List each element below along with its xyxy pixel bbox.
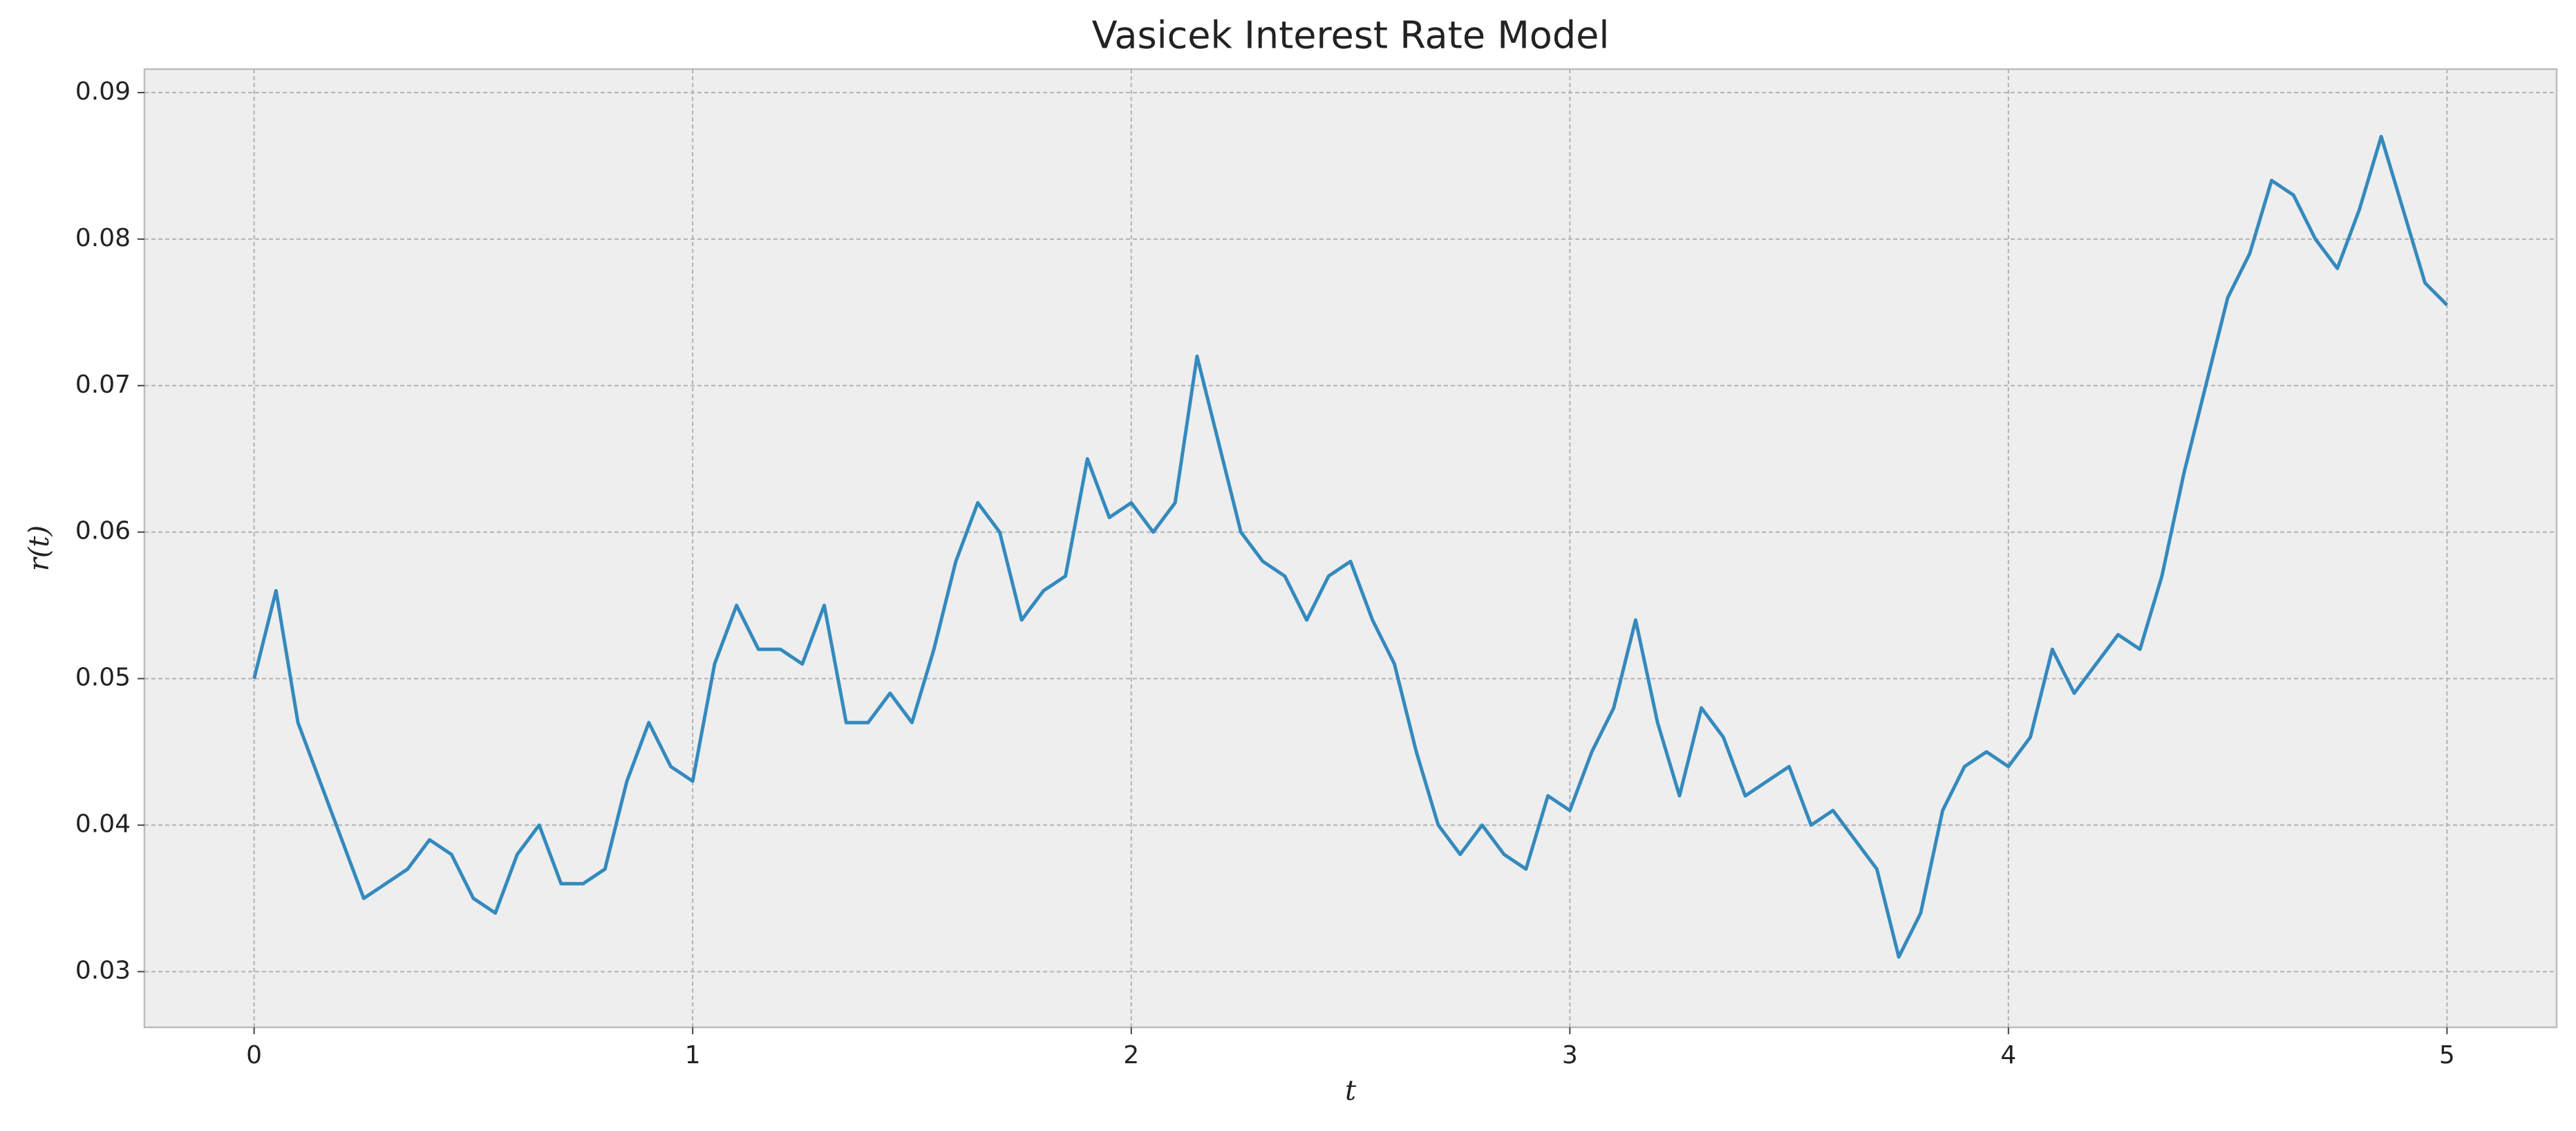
y-tick-label: 0.05 bbox=[75, 664, 131, 692]
line-series bbox=[252, 134, 2449, 959]
y-tick-label: 0.07 bbox=[75, 371, 131, 399]
chart-title: Vasicek Interest Rate Model bbox=[1092, 14, 1610, 57]
x-tick-label: 5 bbox=[2439, 1041, 2455, 1069]
y-tick-label: 0.03 bbox=[75, 956, 131, 984]
plot-area bbox=[143, 68, 2558, 1029]
x-tick-label: 0 bbox=[246, 1041, 262, 1069]
x-tick-label: 2 bbox=[1123, 1041, 1139, 1069]
x-axis-label: t bbox=[1345, 1075, 1357, 1107]
y-tick-label: 0.08 bbox=[75, 224, 131, 252]
x-tick-label: 1 bbox=[685, 1041, 701, 1069]
y-tick-label: 0.09 bbox=[75, 77, 131, 106]
y-tick-label: 0.04 bbox=[75, 810, 131, 839]
x-tick-label: 4 bbox=[2000, 1041, 2016, 1069]
y-axis-label: r(t) bbox=[23, 525, 55, 571]
y-tick-label: 0.06 bbox=[75, 517, 131, 545]
x-tick-label: 3 bbox=[1562, 1041, 1578, 1069]
